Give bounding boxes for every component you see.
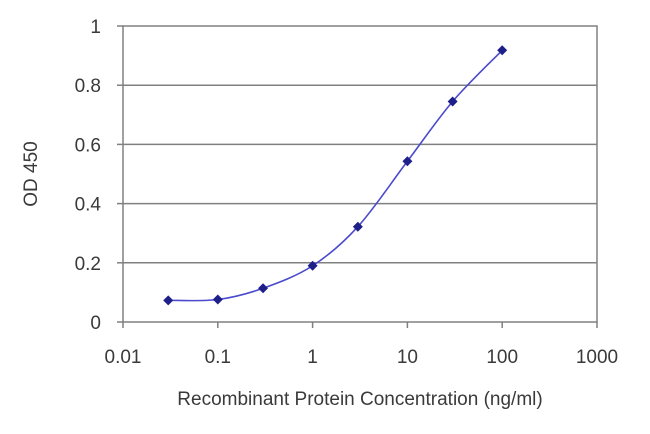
y-tick-label-5: 1 [90, 17, 101, 38]
x-tick-label-4: 100 [486, 347, 518, 368]
x-tick-label-2: 1 [307, 347, 318, 368]
data-point-6 [447, 96, 458, 107]
data-point-2 [258, 283, 269, 294]
data-point-5 [402, 156, 413, 167]
gridlines [123, 84, 597, 264]
x-tick-label-0: 0.01 [105, 347, 142, 368]
x-axis-title: Recombinant Protein Concentration (ng/ml… [177, 389, 542, 410]
x-tick-label-1: 0.1 [205, 347, 231, 368]
y-tick-label-1: 0.2 [75, 254, 101, 275]
data-point-1 [212, 294, 223, 305]
x-tick-label-5: 1000 [576, 347, 618, 368]
plot-background [123, 26, 597, 322]
y-tick-label-4: 0.8 [75, 76, 101, 97]
x-axis-ticks: 0.01 0.1 1 10 100 1000 [105, 322, 618, 368]
y-axis-title: OD 450 [21, 141, 42, 206]
data-point-7 [497, 45, 508, 56]
plot-frame [122, 25, 598, 323]
y-axis-ticks: 0 0.2 0.4 0.6 0.8 1 [75, 17, 123, 334]
y-tick-label-3: 0.6 [75, 135, 101, 156]
data-point-4 [352, 221, 363, 232]
y-tick-label-2: 0.4 [75, 195, 102, 216]
data-point-3 [307, 260, 318, 271]
y-tick-label-0: 0 [90, 313, 101, 334]
x-tick-label-3: 10 [397, 347, 418, 368]
data-point-0 [163, 295, 174, 306]
data-markers [163, 45, 508, 306]
